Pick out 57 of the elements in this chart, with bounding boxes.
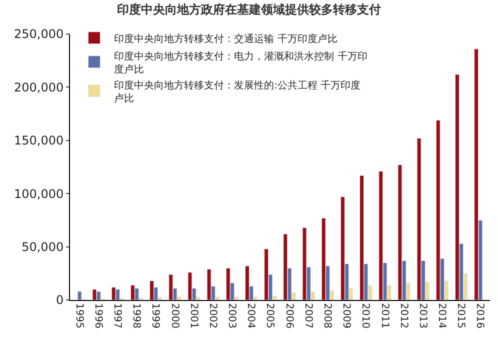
x-tick-label: 1998 — [130, 303, 142, 328]
x-tick-label: 2009 — [340, 303, 352, 328]
x-tick-label: 1997 — [111, 303, 122, 328]
bar — [474, 48, 479, 300]
bar — [168, 274, 174, 300]
bar — [398, 164, 402, 300]
x-tick-label: 2011 — [378, 303, 390, 328]
x-tick-label: 2013 — [416, 303, 428, 328]
bar — [226, 268, 230, 300]
x-tick-label: 1996 — [92, 303, 104, 328]
chart-title: 印度中央向地方政府在基建领域提供较多转移支付 — [117, 2, 381, 17]
x-tick-label: 2010 — [360, 303, 371, 328]
bar — [264, 248, 269, 300]
x-tick-label: 2014 — [436, 303, 448, 328]
bar — [130, 284, 135, 300]
bar — [321, 218, 326, 300]
bar — [455, 74, 460, 300]
bar — [77, 291, 82, 300]
bar — [245, 266, 250, 300]
bar — [116, 289, 120, 300]
bar — [96, 291, 101, 300]
x-tick-label: 2000 — [168, 303, 180, 328]
bar — [188, 272, 192, 300]
bar — [283, 234, 288, 300]
bar — [360, 175, 364, 300]
bar — [150, 280, 154, 300]
x-tick-label: 2003 — [226, 303, 238, 328]
legend-label: 印度中央向地方转移支付：电力，灌溉和洪水控制 千万印度卢比 — [114, 50, 368, 76]
bar — [340, 196, 345, 300]
x-tick-label: 2012 — [398, 303, 409, 328]
legend-label: 印度中央向地方转移支付：交通运输 千万印度卢比 — [114, 32, 338, 45]
x-tick-label: 2008 — [321, 303, 332, 328]
bar — [206, 268, 212, 300]
x-tick-label: 2015 — [455, 303, 466, 328]
bar — [416, 138, 422, 300]
x-tick-label: 2005 — [264, 303, 276, 328]
x-tick-label: 2007 — [302, 303, 314, 328]
bar — [134, 288, 140, 300]
x-tick-label: 2001 — [188, 303, 199, 328]
legend-label: 印度中央向地方转移支付：发展性的:公共工程 千万印度卢比 — [114, 79, 361, 104]
y-tick-label: 200,000 — [14, 80, 64, 94]
y-tick-label: 250,000 — [14, 27, 64, 42]
x-tick-label: 2016 — [474, 303, 486, 328]
x-tick-label: 1999 — [150, 303, 161, 328]
x-tick-label: 2006 — [283, 303, 294, 328]
y-tick-label: 150,000 — [14, 134, 64, 148]
y-tick-label: 0 — [56, 293, 64, 308]
y-tick-label: 100,000 — [14, 186, 64, 201]
bar — [378, 171, 384, 300]
x-tick-label: 2002 — [206, 303, 218, 328]
y-tick-label: 50,000 — [22, 240, 64, 254]
bar — [92, 289, 97, 300]
bar — [302, 227, 307, 300]
bar — [436, 120, 440, 300]
x-tick-label: 1995 — [73, 303, 84, 328]
bar — [111, 286, 116, 300]
x-tick-label: 2004 — [245, 303, 256, 328]
